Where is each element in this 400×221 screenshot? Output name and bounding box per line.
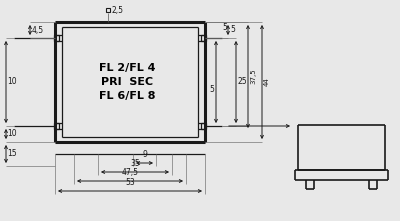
Text: 5: 5 [209,86,214,95]
Text: 2,5: 2,5 [112,6,124,15]
Bar [106,8,110,12]
Bar [54,35,59,41]
Text: 15: 15 [7,149,17,158]
Text: 47,5: 47,5 [122,168,138,177]
Text: 4,5: 4,5 [32,25,44,34]
Text: 10: 10 [7,130,17,139]
Text: 53: 53 [125,178,135,187]
Text: 35: 35 [130,159,140,168]
Text: FL 6/FL 8: FL 6/FL 8 [99,91,155,101]
Text: FL 2/FL 4: FL 2/FL 4 [99,63,155,73]
Text: 44: 44 [264,78,270,86]
Bar [201,35,206,41]
Text: 25: 25 [238,78,248,86]
Bar [201,123,206,129]
Text: 9: 9 [142,150,147,159]
Bar [54,123,59,129]
Text: PRI  SEC: PRI SEC [101,77,153,87]
Text: 5: 5 [230,25,235,34]
Text: 10: 10 [7,78,17,86]
Text: 5: 5 [222,23,228,32]
Text: 37,5: 37,5 [250,69,256,84]
